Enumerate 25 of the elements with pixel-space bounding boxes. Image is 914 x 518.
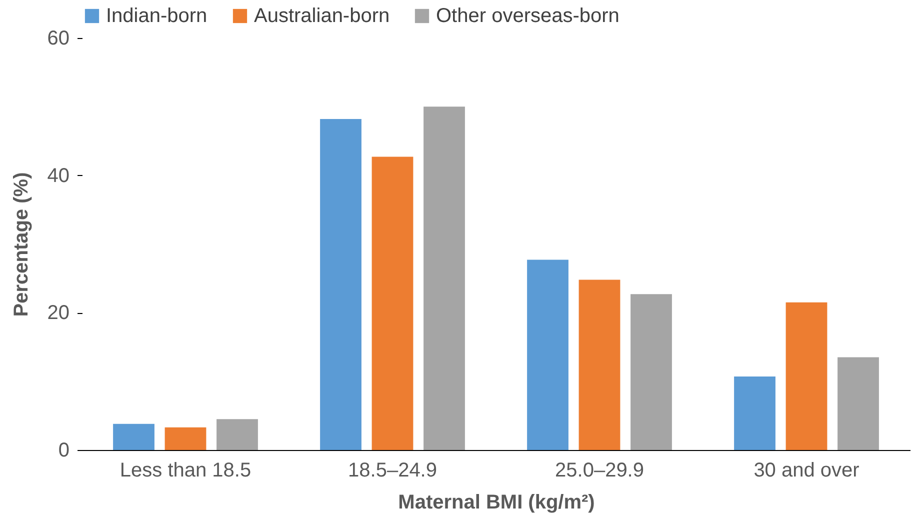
- bar: [786, 302, 828, 450]
- bar: [630, 294, 672, 450]
- y-tick-label: 60: [47, 28, 70, 50]
- y-axis-title: Percentage (%): [10, 172, 32, 317]
- bar: [527, 260, 568, 450]
- legend-label: Other overseas-born: [436, 5, 620, 27]
- y-tick-label: 0: [58, 440, 70, 462]
- bar: [838, 357, 879, 450]
- bar: [320, 119, 362, 450]
- bar: [372, 156, 414, 450]
- legend-label: Australian-born: [254, 5, 390, 27]
- x-tick-label: 25.0–29.9: [555, 460, 644, 482]
- bar: [578, 280, 620, 450]
- bar: [424, 106, 465, 450]
- bar: [216, 419, 258, 450]
- legend-label: Indian-born: [106, 5, 208, 27]
- y-tick-label: 20: [47, 302, 70, 324]
- x-tick-label: Less than 18.5: [120, 460, 252, 482]
- bar: [113, 424, 154, 450]
- x-axis-title: Maternal BMI (kg/m²): [398, 492, 595, 514]
- bar: [734, 376, 776, 450]
- y-tick-label: 40: [47, 164, 70, 187]
- bar: [164, 427, 206, 450]
- x-tick-label: 30 and over: [754, 460, 860, 482]
- x-tick-label: 18.5–24.9: [348, 460, 437, 482]
